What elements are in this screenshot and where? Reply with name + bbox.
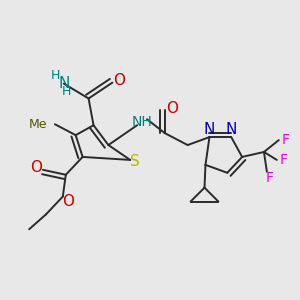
Text: F: F bbox=[282, 133, 290, 147]
Text: H: H bbox=[51, 69, 61, 82]
Text: F: F bbox=[280, 153, 288, 167]
Text: N: N bbox=[58, 76, 70, 91]
Text: NH: NH bbox=[132, 115, 152, 129]
Text: F: F bbox=[266, 171, 274, 185]
Text: N: N bbox=[226, 122, 237, 137]
Text: O: O bbox=[113, 73, 125, 88]
Text: H: H bbox=[62, 85, 71, 98]
Text: N: N bbox=[204, 122, 215, 137]
Text: O: O bbox=[62, 194, 74, 209]
Text: O: O bbox=[166, 101, 178, 116]
Text: Me: Me bbox=[28, 118, 47, 131]
Text: O: O bbox=[30, 160, 42, 175]
Text: S: S bbox=[130, 154, 140, 169]
